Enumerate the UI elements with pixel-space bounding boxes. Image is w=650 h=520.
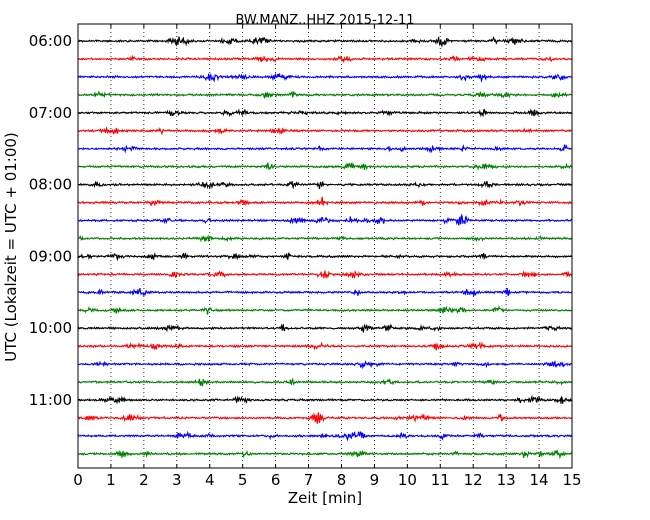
trace-0900 (77, 251, 573, 262)
trace-0830 (77, 213, 573, 226)
y-tick-label: 07:00 (29, 104, 72, 122)
trace-0715 (77, 126, 573, 136)
x-tick-label: 3 (172, 471, 182, 489)
x-axis: 0 1 2 3 4 5 6 7 8 9 10 11 12 13 14 15 (73, 24, 582, 489)
trace-0615 (77, 54, 573, 64)
grid-lines (110, 24, 540, 468)
trace-1100 (77, 394, 573, 405)
trace-1000 (77, 323, 573, 333)
y-tick-label: 08:00 (29, 176, 72, 194)
y-axis: 06:00 07:00 08:00 09:00 10:00 11:00 (29, 32, 572, 409)
x-tick-label: 12 (464, 471, 483, 489)
trace-0700 (77, 108, 573, 118)
x-tick-label: 1 (106, 471, 116, 489)
x-tick-label: 2 (139, 471, 149, 489)
trace-1015 (77, 341, 573, 351)
chart-title: BW.MANZ..HHZ 2015-12-11 (235, 13, 414, 28)
x-tick-label: 8 (337, 471, 347, 489)
x-tick-label: 7 (304, 471, 314, 489)
trace-0630 (77, 72, 573, 83)
x-tick-label: 0 (73, 471, 83, 489)
trace-0600 (77, 36, 573, 48)
trace-0815 (77, 196, 573, 207)
x-tick-label: 6 (271, 471, 281, 489)
plot-frame (77, 23, 573, 469)
x-tick-label: 10 (398, 471, 417, 489)
trace-1145 (77, 449, 573, 460)
trace-1045 (77, 377, 573, 387)
trace-0915 (77, 269, 573, 280)
trace-0745 (77, 162, 573, 171)
trace-0945 (77, 304, 573, 315)
x-tick-label: 11 (431, 471, 450, 489)
y-tick-label: 06:00 (29, 32, 72, 50)
trace-1030 (77, 359, 573, 370)
trace-0845 (77, 234, 573, 243)
y-axis-title: UTC (Lokalzeit = UTC + 01:00) (2, 132, 20, 362)
x-tick-label: 4 (205, 471, 215, 489)
x-tick-label: 5 (238, 471, 248, 489)
trace-0730 (77, 144, 573, 154)
y-tick-label: 09:00 (29, 247, 72, 265)
x-tick-label: 14 (530, 471, 549, 489)
x-tick-label: 13 (497, 471, 516, 489)
trace-0800 (77, 180, 573, 190)
x-tick-label: 9 (370, 471, 380, 489)
y-tick-label: 10:00 (29, 319, 72, 337)
x-axis-title: Zeit [min] (288, 489, 362, 507)
trace-0645 (77, 90, 573, 99)
trace-0930 (77, 287, 573, 297)
x-tick-label: 15 (562, 471, 581, 489)
y-tick-label: 11:00 (29, 391, 72, 409)
trace-1115 (77, 412, 573, 424)
trace-1130 (77, 430, 573, 442)
trace-group (77, 36, 573, 460)
